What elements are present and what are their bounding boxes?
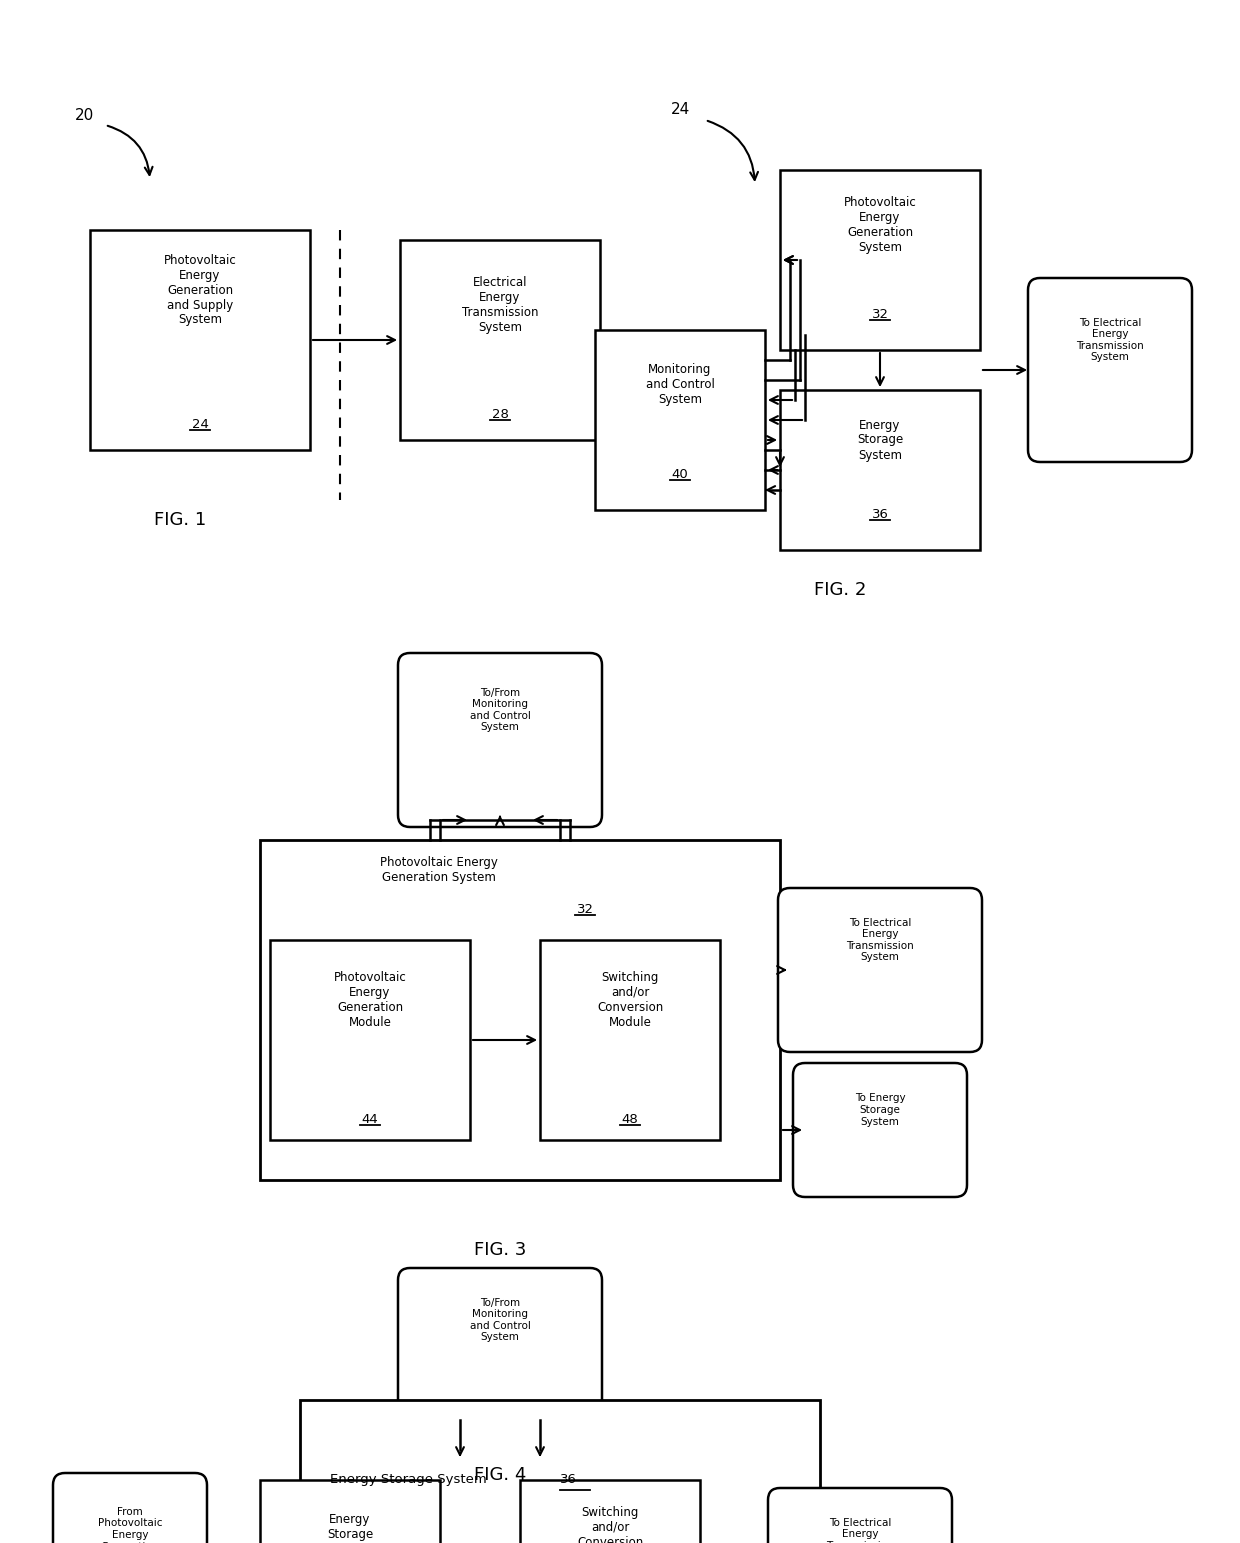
FancyBboxPatch shape xyxy=(595,330,765,511)
Text: FIG. 1: FIG. 1 xyxy=(154,511,206,529)
FancyBboxPatch shape xyxy=(300,1400,820,1543)
FancyBboxPatch shape xyxy=(794,1063,967,1197)
Text: To Electrical
Energy
Transmission
System: To Electrical Energy Transmission System xyxy=(826,1518,894,1543)
FancyBboxPatch shape xyxy=(780,170,980,350)
FancyBboxPatch shape xyxy=(780,390,980,549)
FancyBboxPatch shape xyxy=(777,889,982,1052)
Text: Monitoring
and Control
System: Monitoring and Control System xyxy=(646,364,714,406)
Text: 48: 48 xyxy=(621,1114,639,1126)
Text: To Electrical
Energy
Transmission
System: To Electrical Energy Transmission System xyxy=(1076,318,1143,363)
Text: Energy Storage System: Energy Storage System xyxy=(330,1474,487,1486)
Text: FIG. 4: FIG. 4 xyxy=(474,1466,526,1484)
Text: 28: 28 xyxy=(491,409,508,421)
Text: To Electrical
Energy
Transmission
System: To Electrical Energy Transmission System xyxy=(846,918,914,963)
Text: 44: 44 xyxy=(362,1114,378,1126)
Text: Photovoltaic
Energy
Generation
System: Photovoltaic Energy Generation System xyxy=(843,196,916,255)
FancyBboxPatch shape xyxy=(91,230,310,451)
FancyBboxPatch shape xyxy=(398,1268,601,1432)
Text: 24: 24 xyxy=(191,418,208,432)
Text: 32: 32 xyxy=(577,904,594,917)
Text: To Energy
Storage
System: To Energy Storage System xyxy=(854,1094,905,1126)
FancyBboxPatch shape xyxy=(1028,278,1192,461)
Text: 32: 32 xyxy=(872,309,889,321)
FancyBboxPatch shape xyxy=(768,1487,952,1543)
Text: Photovoltaic
Energy
Generation
Module: Photovoltaic Energy Generation Module xyxy=(334,971,407,1029)
Text: Switching
and/or
Conversion
Module: Switching and/or Conversion Module xyxy=(596,971,663,1029)
Text: Energy
Storage
System: Energy Storage System xyxy=(857,418,903,461)
Text: To/From
Monitoring
and Control
System: To/From Monitoring and Control System xyxy=(470,688,531,733)
Text: Photovoltaic
Energy
Generation
and Supply
System: Photovoltaic Energy Generation and Suppl… xyxy=(164,253,237,327)
Text: FIG. 3: FIG. 3 xyxy=(474,1241,526,1259)
Text: 20: 20 xyxy=(76,108,94,122)
FancyBboxPatch shape xyxy=(53,1474,207,1543)
Text: To/From
Monitoring
and Control
System: To/From Monitoring and Control System xyxy=(470,1298,531,1342)
Text: 36: 36 xyxy=(560,1474,577,1486)
FancyBboxPatch shape xyxy=(401,241,600,440)
FancyBboxPatch shape xyxy=(260,1480,440,1543)
Text: From
Photovoltaic
Energy
Generation
System: From Photovoltaic Energy Generation Syst… xyxy=(98,1508,162,1543)
FancyBboxPatch shape xyxy=(270,940,470,1140)
FancyBboxPatch shape xyxy=(539,940,720,1140)
FancyBboxPatch shape xyxy=(520,1480,701,1543)
Text: 40: 40 xyxy=(672,469,688,481)
Text: 36: 36 xyxy=(872,509,888,522)
Text: FIG. 2: FIG. 2 xyxy=(813,582,867,599)
FancyBboxPatch shape xyxy=(260,839,780,1180)
Text: 24: 24 xyxy=(671,102,689,117)
Text: Photovoltaic Energy
Generation System: Photovoltaic Energy Generation System xyxy=(379,856,498,884)
Text: Switching
and/or
Conversion
Module: Switching and/or Conversion Module xyxy=(577,1506,644,1543)
Text: Electrical
Energy
Transmission
System: Electrical Energy Transmission System xyxy=(461,276,538,333)
FancyBboxPatch shape xyxy=(398,653,601,827)
Text: Energy
Storage
Module: Energy Storage Module xyxy=(327,1514,373,1543)
